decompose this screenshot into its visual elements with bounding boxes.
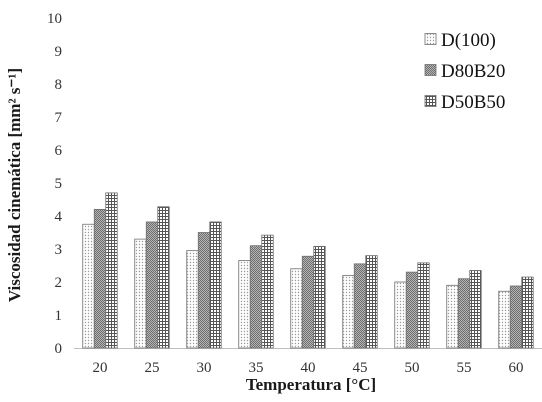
bar-d80b20-25: [145, 221, 159, 349]
x-axis: 20 25 30 35 40 45 50 55 60: [74, 348, 542, 376]
bar-d80b20-45: [353, 263, 367, 349]
y-tick-label: 4: [55, 209, 63, 225]
bar-d100-25: [134, 238, 147, 349]
bar-d100-50: [394, 281, 407, 349]
x-tick-label: 20: [93, 360, 108, 376]
legend-label: D50B50: [441, 92, 505, 113]
bar-d50b50-40: [313, 245, 326, 349]
x-tick-label: 55: [457, 360, 472, 376]
bar-d80b20-60: [509, 285, 523, 349]
bar-d100-40: [290, 268, 303, 349]
y-tick-label: 1: [55, 308, 63, 324]
x-tick-label: 50: [405, 360, 420, 376]
bar-d50b50-55: [469, 270, 482, 349]
y-axis-title: Viscosidad cinemática [mm² s⁻¹]: [5, 68, 24, 302]
y-tick-label: 9: [55, 44, 63, 60]
legend-swatch: [424, 95, 437, 107]
legend-swatch: [424, 64, 437, 76]
y-axis: 0 1 2 3 4 5 6 7 8 9 10: [47, 11, 63, 357]
y-tick-label: 2: [55, 275, 63, 291]
bar-d50b50-50: [417, 262, 430, 349]
y-tick-label: 7: [55, 110, 63, 126]
bar-d100-60: [498, 290, 511, 349]
bar-d80b20-50: [405, 271, 419, 349]
bar-d100-20: [82, 223, 95, 349]
x-tick-label: 30: [197, 360, 212, 376]
x-tick-label: 35: [249, 360, 264, 376]
y-tick-label: 0: [55, 341, 63, 357]
y-tick-label: 6: [55, 143, 63, 159]
bar-d50b50-30: [209, 221, 222, 349]
x-tick-label: 60: [509, 360, 524, 376]
bar-d100-35: [238, 260, 251, 349]
bar-d50b50-35: [261, 234, 274, 349]
bar-d80b20-20: [93, 208, 107, 349]
x-tick-label: 25: [145, 360, 160, 376]
bar-d80b20-35: [249, 245, 263, 349]
y-tick-label: 10: [47, 11, 62, 27]
y-tick-label: 5: [55, 176, 63, 192]
bar-d100-55: [446, 284, 459, 349]
bar-d80b20-55: [457, 278, 471, 349]
bar-d50b50-25: [157, 206, 170, 349]
legend-label: D(100): [441, 30, 496, 51]
legend-label: D80B20: [441, 61, 505, 82]
y-tick-label: 3: [55, 242, 63, 258]
bar-d100-45: [342, 274, 355, 349]
bar-d100-30: [186, 250, 199, 349]
bar-d50b50-20: [105, 192, 118, 349]
y-tick-label: 8: [55, 77, 63, 93]
bar-d50b50-60: [521, 276, 534, 349]
x-axis-title: Temperatura [°C]: [246, 375, 376, 394]
x-tick-label: 45: [353, 360, 368, 376]
legend-swatch: [424, 33, 437, 45]
bars: [82, 192, 534, 349]
x-tick-label: 40: [301, 360, 316, 376]
legend: D(100) D80B20 D50B50: [424, 30, 505, 113]
bar-d80b20-30: [197, 232, 211, 349]
bar-d50b50-45: [365, 255, 378, 349]
bar-d80b20-40: [301, 255, 315, 349]
